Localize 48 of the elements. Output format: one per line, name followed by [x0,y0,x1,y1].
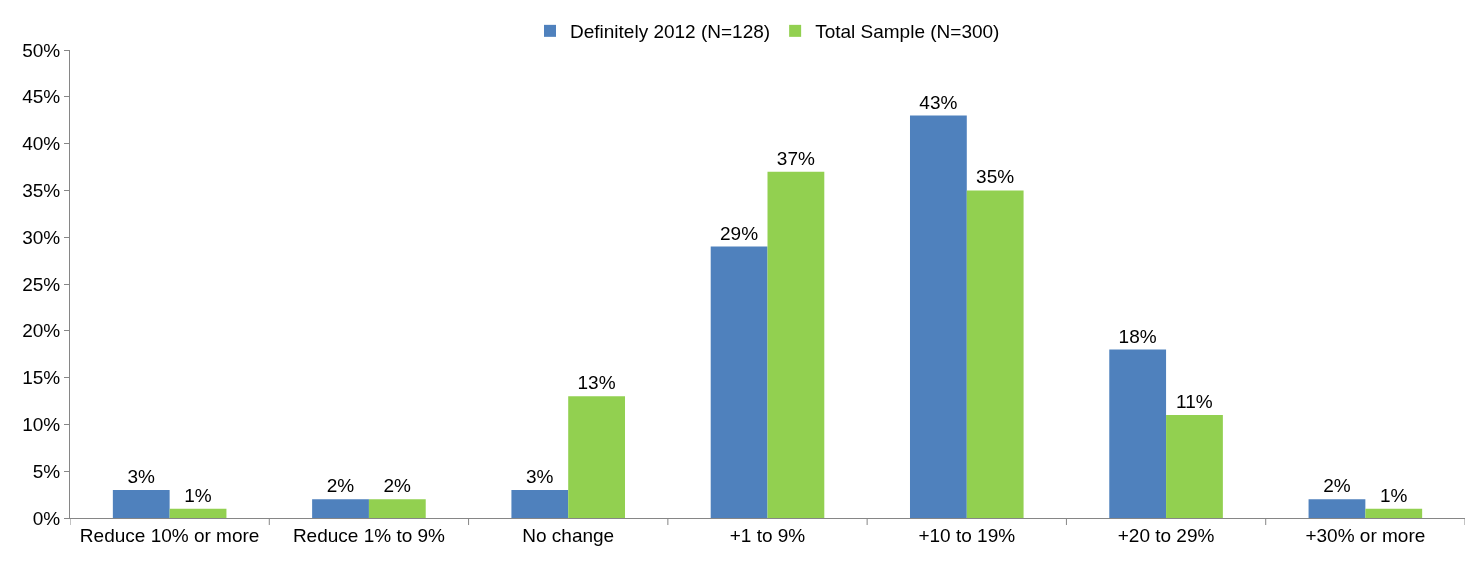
legend-label: Definitely 2012 (N=128) [570,21,771,43]
bar [909,115,967,518]
data-label: 1% [1379,484,1408,506]
x-tick-label: +10 to 19% [918,524,1016,546]
data-label: 11% [1176,391,1213,413]
x-tick-label: +30% or more [1305,524,1426,546]
y-tick-label: 5% [32,460,61,482]
data-label: 18% [1118,325,1157,347]
x-tick-label: No change [522,524,615,546]
y-tick-label: 20% [22,320,61,342]
y-tick-label: 45% [22,86,61,108]
bar [169,508,227,518]
bar [966,190,1024,518]
bar [1109,349,1167,518]
bar [511,489,569,518]
data-label: 43% [919,91,958,113]
data-label: 2% [1323,475,1351,497]
bar [1365,508,1423,518]
x-tick-label: +20 to 29% [1117,524,1215,546]
y-tick-label: 15% [22,367,61,389]
bar [368,499,426,518]
bar [1308,499,1366,518]
bar [1166,415,1223,518]
bar [112,489,170,518]
data-label: 3% [526,465,554,487]
x-tick-label: +1 to 9% [729,524,806,546]
x-tick-label: Reduce 10% or more [79,524,260,546]
bar [568,396,626,518]
y-tick-label: 35% [22,180,61,202]
y-tick-label: 0% [32,507,61,529]
bar [312,499,369,518]
data-label: 2% [383,475,412,497]
bar [710,246,768,518]
data-label: 13% [577,372,616,394]
y-tick-label: 50% [22,39,61,61]
x-tick-label: Reduce 1% to 9% [292,524,446,546]
data-label: 35% [976,166,1015,188]
y-tick-label: 30% [22,226,61,248]
data-label: 1% [184,484,212,506]
data-label: 3% [127,465,156,487]
y-tick-label: 25% [22,273,61,295]
y-tick-label: 40% [22,133,61,155]
legend-label: Total Sample (N=300) [815,21,1000,43]
data-label: 37% [776,147,815,169]
data-label: 29% [720,222,759,244]
bar [767,171,825,518]
data-label: 2% [326,475,355,497]
y-tick-label: 10% [22,414,61,436]
